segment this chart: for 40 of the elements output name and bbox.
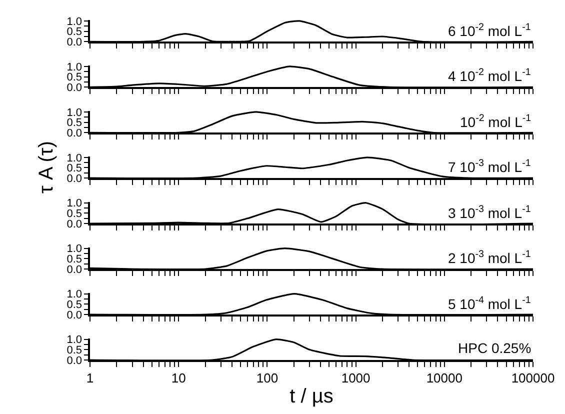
y-tick-label: 0.0 [66,218,82,230]
y-tick-label: 0.5 [66,344,82,356]
y-tick-label: 1.0 [66,61,82,74]
y-tick-label: 0.0 [66,309,82,322]
y-tick-label: 1.0 [66,243,82,256]
y-tick-label: 0.0 [66,172,82,185]
y-tick-label: 1.0 [66,16,82,28]
x-tick-label: 1000 [341,370,370,386]
y-tick-label: 0.5 [66,208,82,220]
y-tick-label: 0.0 [66,82,82,94]
chart-title: 2 10$^{-3}$ mol L$^{-1}$ [448,249,531,266]
y-tick-label: 0.5 [66,162,82,175]
x-tick-label: 10000 [426,370,462,386]
chart-title: 5 10$^{-4}$ mol L$^{-1}$ [448,295,531,312]
y-tick-label: 0.5 [66,254,82,266]
y-tick-label: 0.0 [66,264,82,276]
x-tick-label: 100000 [511,370,555,386]
y-tick-label: 1.0 [66,106,82,119]
y-tick-label: 0.5 [66,26,82,38]
y-tick-label: 0.0 [66,36,82,49]
y-tick-label: 0.0 [66,127,82,140]
y-tick-label: 0.5 [66,299,82,312]
y-tick-label: 1.0 [66,198,82,210]
x-axis-title: t / µs [290,385,334,408]
y-axis-title: τ A (τ) [36,140,58,194]
chart-title: 10$^{-2}$ mol L$^{-1}$ [460,113,532,130]
x-tick-label: 100 [256,370,278,386]
chart-title: 4 10$^{-2}$ mol L$^{-1}$ [448,67,531,84]
chart-title: 6 10$^{-2}$ mol L$^{-1}$ [448,22,531,39]
y-tick-label: 0.5 [66,117,82,130]
chart-title: 3 10$^{-3}$ mol L$^{-1}$ [448,204,531,221]
y-tick-label: 0.0 [66,354,82,367]
chart-title: HPC 0.25% [458,340,532,356]
x-tick-label: 10 [171,370,186,386]
x-tick-label: 1 [86,370,94,386]
y-tick-label: 1.0 [66,288,82,301]
y-tick-label: 0.5 [66,72,82,84]
chart-title: 7 10$^{-3}$ mol L$^{-1}$ [448,158,531,175]
y-tick-label: 1.0 [66,334,82,346]
y-tick-label: 1.0 [66,152,82,164]
